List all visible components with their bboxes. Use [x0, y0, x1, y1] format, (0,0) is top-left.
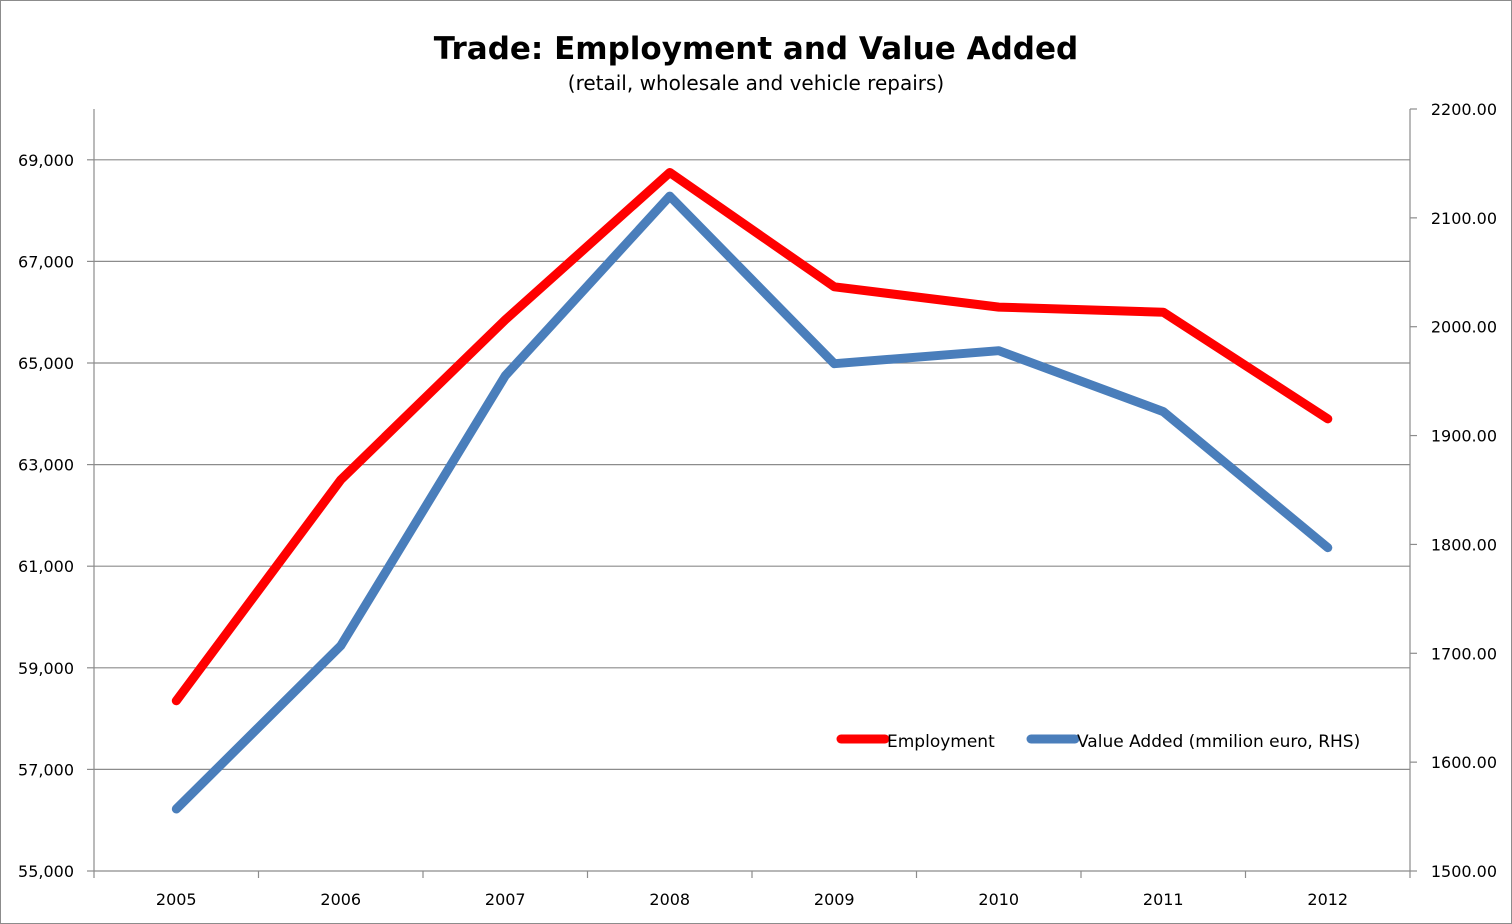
left-tick-label: 67,000 [18, 252, 74, 271]
right-tick-label: 1900.00 [1431, 427, 1497, 446]
x-tick-label: 2005 [156, 890, 197, 909]
chart-title: Trade: Employment and Value Added [434, 31, 1078, 67]
series-lines [171, 168, 1333, 814]
left-tick-label: 55,000 [18, 862, 74, 881]
legend-label-value-added: Value Added (mmilion euro, RHS) [1077, 732, 1360, 752]
x-tick-label: 2010 [978, 890, 1019, 909]
legend: Employment Value Added (mmilion euro, RH… [836, 732, 1360, 752]
right-tick-label: 2100.00 [1431, 209, 1497, 228]
series-line-employment [171, 168, 1333, 706]
right-tick-label: 1700.00 [1431, 644, 1497, 663]
left-tick-label: 65,000 [18, 354, 74, 373]
gridlines [94, 159, 1410, 771]
axes [87, 108, 1417, 878]
x-tick-label: 2012 [1307, 890, 1348, 909]
left-tick-label: 59,000 [18, 659, 74, 678]
left-tick-label: 69,000 [18, 151, 74, 170]
legend-label-employment: Employment [887, 732, 995, 752]
x-tick-label: 2009 [814, 890, 855, 909]
left-tick-label: 63,000 [18, 456, 74, 475]
right-tick-label: 1600.00 [1431, 753, 1497, 772]
x-tick-label: 2007 [485, 890, 526, 909]
left-tick-label: 61,000 [18, 557, 74, 576]
right-tick-label: 1800.00 [1431, 535, 1497, 554]
x-tick-label: 2011 [1143, 890, 1184, 909]
series-line-value-added [171, 191, 1333, 814]
chart-subtitle: (retail, wholesale and vehicle repairs) [568, 71, 944, 95]
right-tick-label: 2000.00 [1431, 318, 1497, 337]
left-tick-label: 57,000 [18, 760, 74, 779]
right-tick-label: 2200.00 [1431, 100, 1497, 119]
right-tick-label: 1500.00 [1431, 862, 1497, 881]
x-tick-label: 2008 [649, 890, 690, 909]
x-tick-label: 2006 [320, 890, 361, 909]
tick-labels: 55,000 57,000 59,000 61,000 63,000 65,000 67,0… [18, 100, 1497, 909]
